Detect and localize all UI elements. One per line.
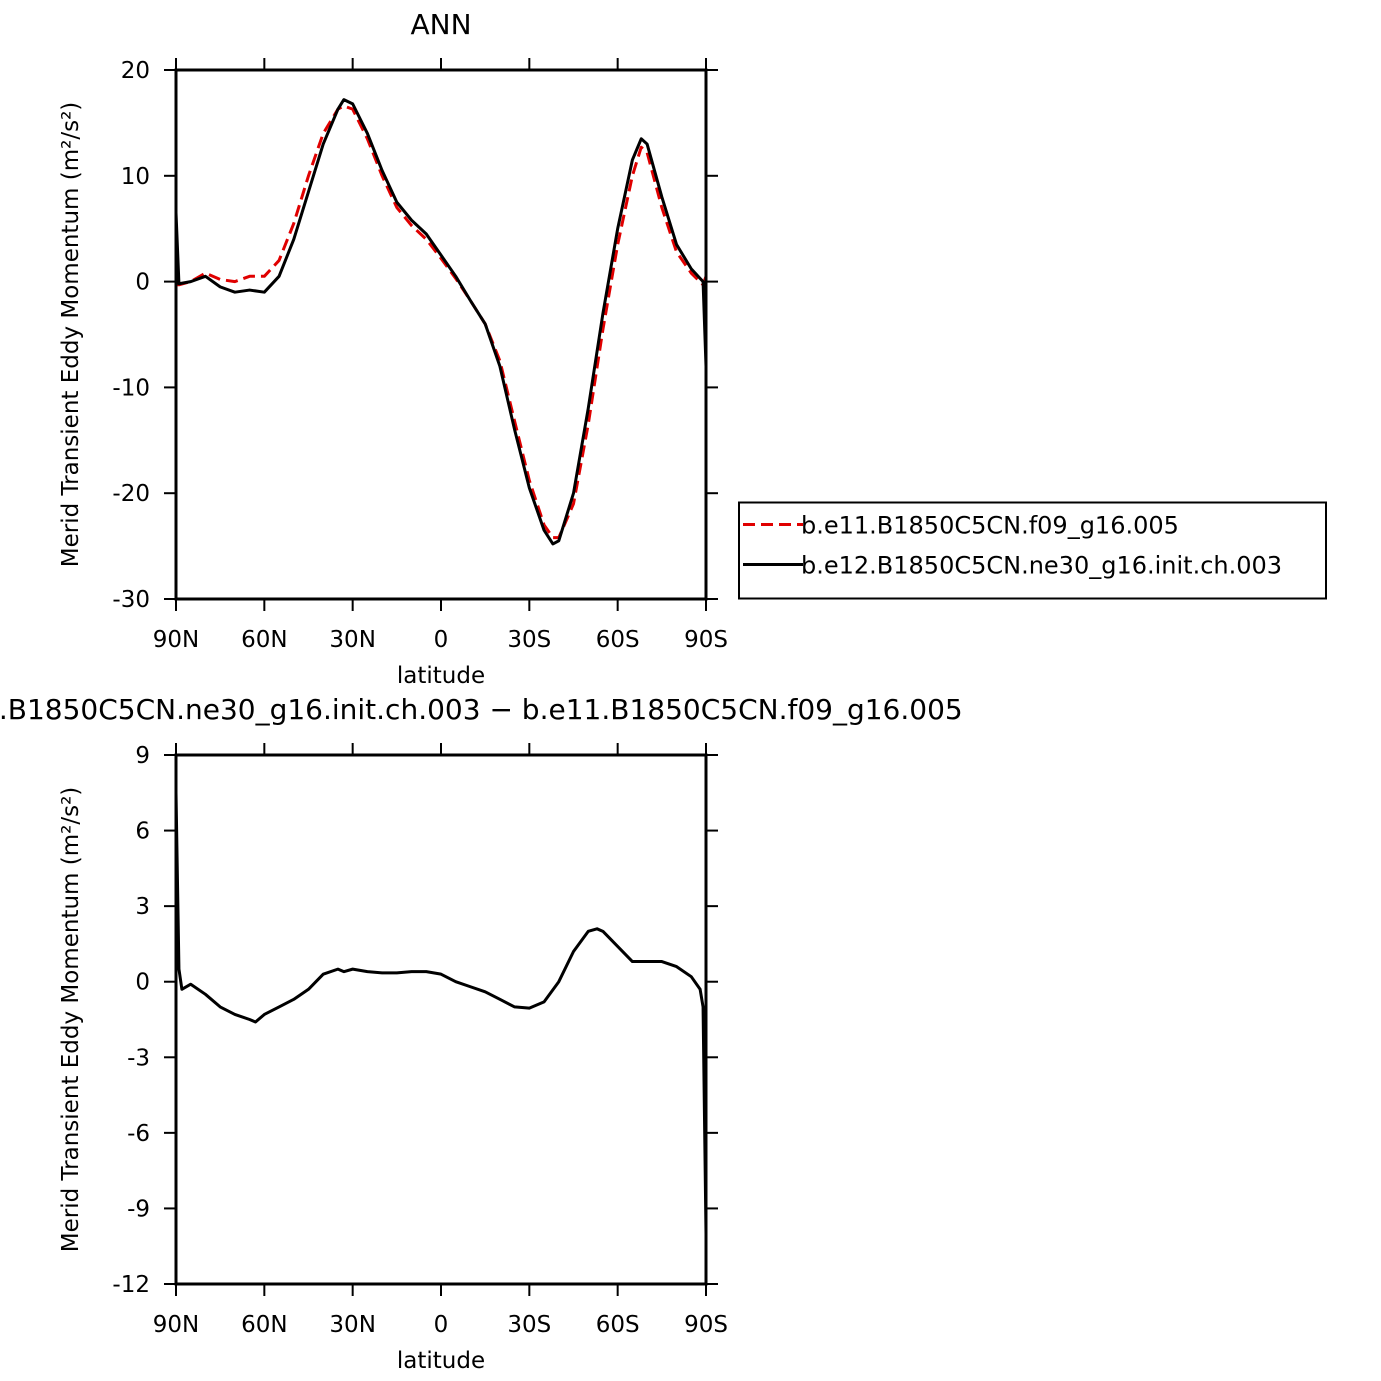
chart-title: b.e12.B1850C5CN.ne30_g16.init.ch.003 − b…	[0, 693, 963, 726]
x-tick-label: 30N	[329, 1312, 375, 1338]
y-tick-label: -10	[112, 375, 150, 401]
x-tick-label: 60N	[241, 627, 287, 653]
x-tick-label: 0	[434, 1312, 449, 1338]
y-tick-label: -12	[112, 1272, 150, 1298]
y-tick-label: -20	[112, 481, 150, 507]
plot-frame	[174, 753, 708, 1286]
x-axis-label: latitude	[397, 663, 485, 689]
y-tick-label: -9	[127, 1196, 150, 1222]
x-tick-label: 90N	[153, 627, 199, 653]
y-tick-label: 6	[135, 819, 150, 845]
y-tick-label: -30	[112, 587, 150, 613]
y-tick-label: -3	[127, 1045, 150, 1071]
x-tick-label: 0	[434, 627, 449, 653]
x-tick-label: 90N	[153, 1312, 199, 1338]
series-line	[176, 98, 706, 546]
legend-label: b.e11.B1850C5CN.f09_g16.005	[801, 512, 1179, 540]
x-tick-label: 60N	[241, 1312, 287, 1338]
x-tick-label: 60S	[596, 627, 640, 653]
x-tick-label: 30S	[507, 1312, 551, 1338]
x-tick-label: 30N	[329, 627, 375, 653]
y-tick-label: 9	[135, 743, 150, 769]
y-tick-label: 20	[121, 58, 150, 84]
y-tick-label: 0	[135, 970, 150, 996]
legend-label: b.e12.B1850C5CN.ne30_g16.init.ch.003	[801, 552, 1282, 580]
x-axis-label: latitude	[397, 1348, 485, 1374]
y-axis-label: Merid Transient Eddy Momentum (m²/s²)	[58, 102, 84, 568]
series-line	[176, 792, 706, 1234]
y-tick-label: -6	[127, 1121, 150, 1147]
y-tick-label: 3	[135, 894, 150, 920]
chart-title: ANN	[410, 8, 471, 41]
plot-frame	[174, 68, 708, 601]
legend-box	[738, 501, 1327, 600]
x-tick-label: 90S	[684, 1312, 728, 1338]
y-tick-label: 0	[135, 270, 150, 296]
y-tick-label: 10	[121, 164, 150, 190]
y-axis-label: Merid Transient Eddy Momentum (m²/s²)	[58, 787, 84, 1253]
x-tick-label: 30S	[507, 627, 551, 653]
x-tick-label: 90S	[684, 627, 728, 653]
series-line	[176, 104, 706, 540]
x-tick-label: 60S	[596, 1312, 640, 1338]
